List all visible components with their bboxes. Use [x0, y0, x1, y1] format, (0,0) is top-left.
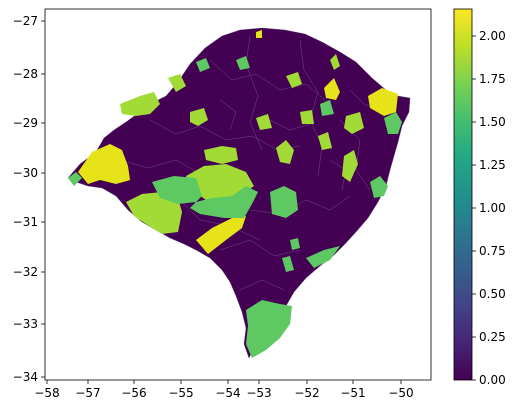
mid-high-value-regions [120, 54, 364, 234]
municipality-boundaries [119, 35, 381, 291]
x-tick-label: −50 [388, 386, 413, 400]
high-value-regions [78, 30, 398, 254]
x-tick-label: −52 [294, 386, 319, 400]
x-axis: −58 −57 −56 −55 −54 −53 −52 −51 −50 [34, 380, 414, 400]
y-axis: −27 −28 −29 −30 −31 −32 −33 −34 [13, 14, 45, 384]
x-tick-label: −56 [121, 386, 146, 400]
colorbar: 0.00 0.25 0.50 0.75 1.00 1.25 1.50 1.75 … [453, 8, 506, 387]
x-tick-label: −58 [34, 386, 59, 400]
colorbar-tick-label: 1.00 [479, 201, 506, 215]
y-tick-label: −34 [13, 370, 38, 384]
x-tick-label: −51 [340, 386, 365, 400]
x-tick-label: −57 [75, 386, 100, 400]
y-tick-label: −31 [13, 215, 38, 229]
x-tick-label: −54 [215, 386, 240, 400]
colorbar-tick-label: 0.50 [479, 287, 506, 301]
colorbar-tick-label: 0.25 [479, 330, 506, 344]
colorbar-tick-label: 1.50 [479, 115, 506, 129]
colorbar-tick-label: 2.00 [479, 29, 506, 43]
y-tick-label: −29 [13, 116, 38, 130]
y-tick-label: −32 [13, 265, 38, 279]
y-tick-label: −30 [13, 166, 38, 180]
x-tick-label: −53 [246, 386, 271, 400]
colorbar-tick-label: 0.00 [479, 373, 506, 387]
x-tick-label: −55 [168, 386, 193, 400]
colorbar-tick-label: 1.75 [479, 72, 506, 86]
colorbar-tick-label: 0.75 [479, 244, 506, 258]
colorbar-tick-label: 1.25 [479, 158, 506, 172]
y-tick-label: −33 [13, 317, 38, 331]
mid-value-regions [68, 56, 402, 358]
y-tick-label: −28 [13, 67, 38, 81]
colorbar-gradient [453, 8, 473, 381]
y-tick-label: −27 [13, 14, 38, 28]
